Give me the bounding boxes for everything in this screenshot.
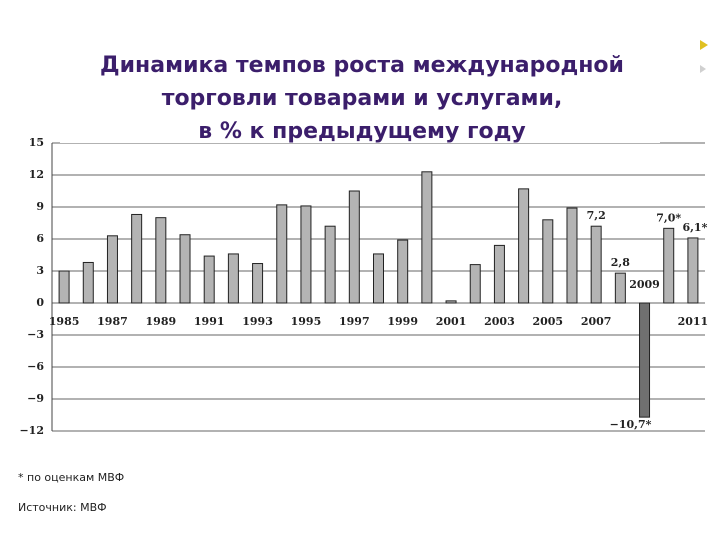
x-tick-label: 2001 bbox=[436, 315, 467, 328]
bar bbox=[106, 235, 118, 304]
chart-title: Динамика темпов роста международной bbox=[100, 53, 624, 78]
note: * по оценкам МВФ bbox=[18, 471, 124, 484]
title-bg bbox=[60, 40, 660, 143]
bar bbox=[252, 263, 264, 304]
bar bbox=[639, 302, 651, 418]
bar bbox=[566, 207, 578, 304]
y-tick-label: −6 bbox=[27, 360, 44, 373]
bar bbox=[179, 234, 191, 304]
bar bbox=[324, 225, 336, 304]
bar bbox=[348, 190, 360, 304]
bar bbox=[445, 300, 457, 304]
y-tick-label: 0 bbox=[36, 296, 44, 309]
bar bbox=[82, 261, 94, 304]
y-tick-label: 6 bbox=[36, 232, 44, 245]
value-label: 2,8 bbox=[611, 256, 630, 269]
x-tick-label: 2003 bbox=[484, 315, 515, 328]
value-label: 6,1* bbox=[682, 221, 707, 234]
x-tick-label: 2009 bbox=[629, 278, 660, 291]
x-tick-label: 2011 bbox=[678, 315, 709, 328]
value-label: 7,0* bbox=[656, 211, 681, 224]
x-tick-label: 1987 bbox=[97, 315, 128, 328]
x-tick-label: 1989 bbox=[146, 315, 177, 328]
y-tick-label: −3 bbox=[27, 328, 44, 341]
x-tick-label: 1993 bbox=[242, 315, 273, 328]
bar bbox=[227, 253, 239, 304]
y-tick-label: 12 bbox=[29, 168, 44, 181]
bar bbox=[493, 244, 505, 304]
bar bbox=[469, 264, 481, 304]
x-tick-label: 1999 bbox=[387, 315, 418, 328]
bar bbox=[203, 255, 215, 304]
bar bbox=[131, 213, 143, 304]
nav-arrow bbox=[700, 65, 706, 73]
x-tick-label: 1995 bbox=[291, 315, 322, 328]
bar bbox=[518, 188, 530, 304]
y-tick-label: 3 bbox=[36, 264, 44, 277]
y-tick-label: 9 bbox=[36, 200, 44, 213]
x-tick-label: 1985 bbox=[49, 315, 80, 328]
bar bbox=[58, 270, 70, 304]
y-tick-label: 15 bbox=[29, 136, 44, 149]
bar bbox=[663, 227, 675, 304]
y-tick-label: −12 bbox=[19, 424, 44, 437]
value-label: 7,2 bbox=[587, 209, 606, 222]
x-tick-label: 1991 bbox=[194, 315, 225, 328]
bar bbox=[300, 205, 312, 304]
chart-title: торговли товарами и услугами, bbox=[162, 86, 563, 111]
bar bbox=[590, 225, 602, 304]
nav-arrow bbox=[700, 40, 708, 50]
value-label: −10,7* bbox=[610, 418, 652, 431]
bar bbox=[421, 171, 433, 304]
x-tick-label: 2007 bbox=[581, 315, 612, 328]
label-bg bbox=[626, 277, 663, 293]
bar bbox=[687, 237, 699, 304]
bar bbox=[397, 239, 409, 304]
y-tick-label: −9 bbox=[27, 392, 44, 405]
note: Источник: МВФ bbox=[18, 501, 107, 514]
bar bbox=[155, 217, 167, 304]
x-tick-label: 2005 bbox=[532, 315, 563, 328]
x-tick-label: 1997 bbox=[339, 315, 370, 328]
bar bbox=[614, 272, 626, 304]
bar bbox=[373, 253, 384, 304]
chart-title: в % к предыдущему году bbox=[198, 119, 525, 144]
bar bbox=[276, 204, 288, 304]
bar bbox=[542, 219, 554, 304]
